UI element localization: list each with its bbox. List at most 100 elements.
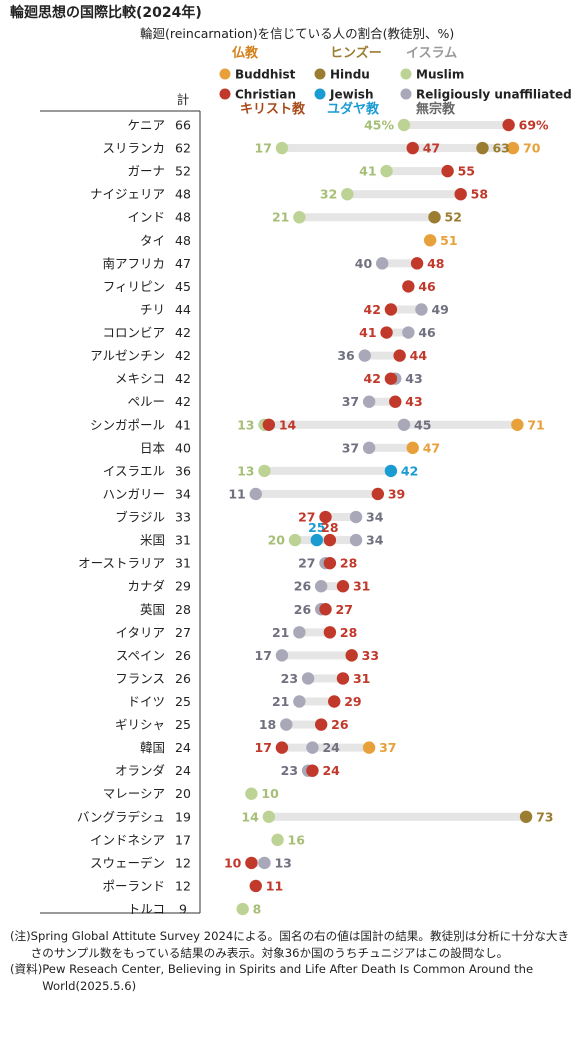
range-bar xyxy=(325,513,357,522)
range-bar xyxy=(281,144,513,153)
value-label-christian: 17 xyxy=(255,740,272,755)
point-christian xyxy=(275,741,289,754)
point-christian xyxy=(323,626,337,639)
point-religiously-unaffiliated xyxy=(362,441,376,455)
value-label-muslim: 41 xyxy=(359,164,376,179)
source: (資料) Pew Reseach Center, Believing in Sp… xyxy=(10,961,575,994)
value-label-religiously-unaffiliated: 26 xyxy=(294,579,312,594)
country-total: 17 xyxy=(175,832,191,847)
source-text: Pew Reseach Center, Believing in Spirits… xyxy=(42,962,534,993)
value-label-christian: 44 xyxy=(410,348,428,363)
point-religiously-unaffiliated xyxy=(358,349,371,362)
country-total: 42 xyxy=(175,371,191,386)
point-christian xyxy=(245,856,258,870)
country-label: コロンビア xyxy=(102,325,165,340)
point-christian xyxy=(323,556,337,570)
note-tag: (注) xyxy=(10,929,31,943)
point-buddhist xyxy=(362,741,376,754)
country-total: 36 xyxy=(175,463,191,478)
country-label: フィリピン xyxy=(103,279,165,294)
country-label: インドネシア xyxy=(90,832,165,847)
country-total: 66 xyxy=(175,118,191,133)
range-bar xyxy=(390,305,422,314)
country-label: バングラデシュ xyxy=(77,809,165,824)
chart-row: トルコ 9 8 xyxy=(128,902,262,917)
value-label-christian: 27 xyxy=(336,602,353,617)
country-total: 26 xyxy=(175,648,191,663)
point-christian xyxy=(410,257,424,270)
value-label-jewish: 25 xyxy=(308,520,325,535)
chart-row: 日本 40 37 47 xyxy=(140,440,440,455)
chart-row: ドイツ 25 21 29 xyxy=(127,694,361,709)
chart-row: フィリピン 45 46 xyxy=(103,279,436,294)
point-buddhist xyxy=(423,234,437,247)
chart-rows: ケニア 66 45% 69% スリランカ 62 17 47 63 70 ガーナ 52 41 55 ナイジェリ… xyxy=(77,118,554,917)
country-total: 29 xyxy=(175,579,191,594)
value-label-christian: 24 xyxy=(322,763,340,778)
legend-label-hindu: Hindu xyxy=(330,68,370,82)
country-total: 19 xyxy=(175,809,191,824)
point-christian xyxy=(454,187,467,201)
range-bar xyxy=(264,420,518,429)
note-text: Spring Global Attitute Survey 2024による。国名… xyxy=(30,929,570,960)
point-jewish xyxy=(384,464,398,478)
country-total: 9 xyxy=(179,902,187,917)
value-label-religiously-unaffiliated: 21 xyxy=(272,625,289,640)
point-muslim xyxy=(293,211,306,224)
note: (注) Spring Global Attitute Survey 2024によ… xyxy=(10,928,575,961)
value-label-buddhist: 37 xyxy=(379,740,396,755)
chart-subtitle: 輪廻(reincarnation)を信じている人の割合(教徒別、%) xyxy=(140,26,454,41)
value-label-religiously-unaffiliated: 18 xyxy=(259,717,276,732)
value-label-religiously-unaffiliated: 17 xyxy=(255,648,272,663)
value-label-buddhist: 51 xyxy=(440,233,457,248)
country-total: 42 xyxy=(175,325,191,340)
value-label-buddhist: 71 xyxy=(527,417,544,432)
point-religiously-unaffiliated xyxy=(280,718,293,731)
point-christian xyxy=(262,418,276,431)
country-label: ハンガリー xyxy=(102,486,165,501)
value-label-buddhist: 70 xyxy=(523,141,541,156)
chart-row: マレーシア 20 10 xyxy=(103,786,279,801)
footnotes: (注) Spring Global Attitute Survey 2024によ… xyxy=(10,928,575,994)
value-label-religiously-unaffiliated: 27 xyxy=(298,556,315,571)
point-christian xyxy=(371,487,385,501)
legend-label-jewish: Jewish xyxy=(329,88,374,102)
range-bar xyxy=(347,190,461,199)
value-label-religiously-unaffiliated: 26 xyxy=(294,602,312,617)
chart-row: バングラデシュ 19 14 73 xyxy=(77,809,554,824)
country-label: スペイン xyxy=(116,648,165,663)
point-christian xyxy=(249,879,262,893)
chart-row: ギリシャ 25 18 26 xyxy=(115,717,349,732)
country-label: メキシコ xyxy=(115,371,165,386)
range-bar xyxy=(281,743,370,752)
legend-marker-muslim xyxy=(400,68,412,80)
value-label-religiously-unaffiliated: 23 xyxy=(281,763,298,778)
country-label: ケニア xyxy=(127,118,165,133)
point-muslim xyxy=(288,533,302,547)
point-buddhist xyxy=(511,418,524,431)
value-label-christian: 42 xyxy=(364,371,381,386)
value-label-muslim: 45% xyxy=(364,118,394,133)
point-religiously-unaffiliated xyxy=(362,395,376,408)
value-label-christian: 69% xyxy=(519,118,549,133)
country-total: 31 xyxy=(175,556,191,571)
value-label-religiously-unaffiliated: 11 xyxy=(228,486,245,501)
country-total: 26 xyxy=(175,671,191,686)
value-label-jewish: 42 xyxy=(401,463,418,478)
source-tag: (資料) xyxy=(10,962,43,976)
point-muslim xyxy=(271,833,284,847)
value-label-religiously-unaffiliated: 37 xyxy=(342,394,359,409)
point-christian xyxy=(402,280,415,293)
country-total: 33 xyxy=(175,510,191,525)
chart-row: オランダ 24 23 24 xyxy=(115,763,340,778)
country-total: 12 xyxy=(175,855,191,870)
value-label-christian: 39 xyxy=(388,486,405,501)
chart-row: ハンガリー 34 11 39 xyxy=(102,486,405,501)
country-label: 韓国 xyxy=(140,740,165,755)
value-label-muslim: 21 xyxy=(272,210,289,225)
country-label: インド xyxy=(127,210,165,225)
value-label-muslim: 8 xyxy=(253,902,262,917)
country-label: オランダ xyxy=(115,763,165,778)
value-label-christian: 31 xyxy=(353,671,370,686)
value-label-religiously-unaffiliated: 36 xyxy=(337,348,355,363)
